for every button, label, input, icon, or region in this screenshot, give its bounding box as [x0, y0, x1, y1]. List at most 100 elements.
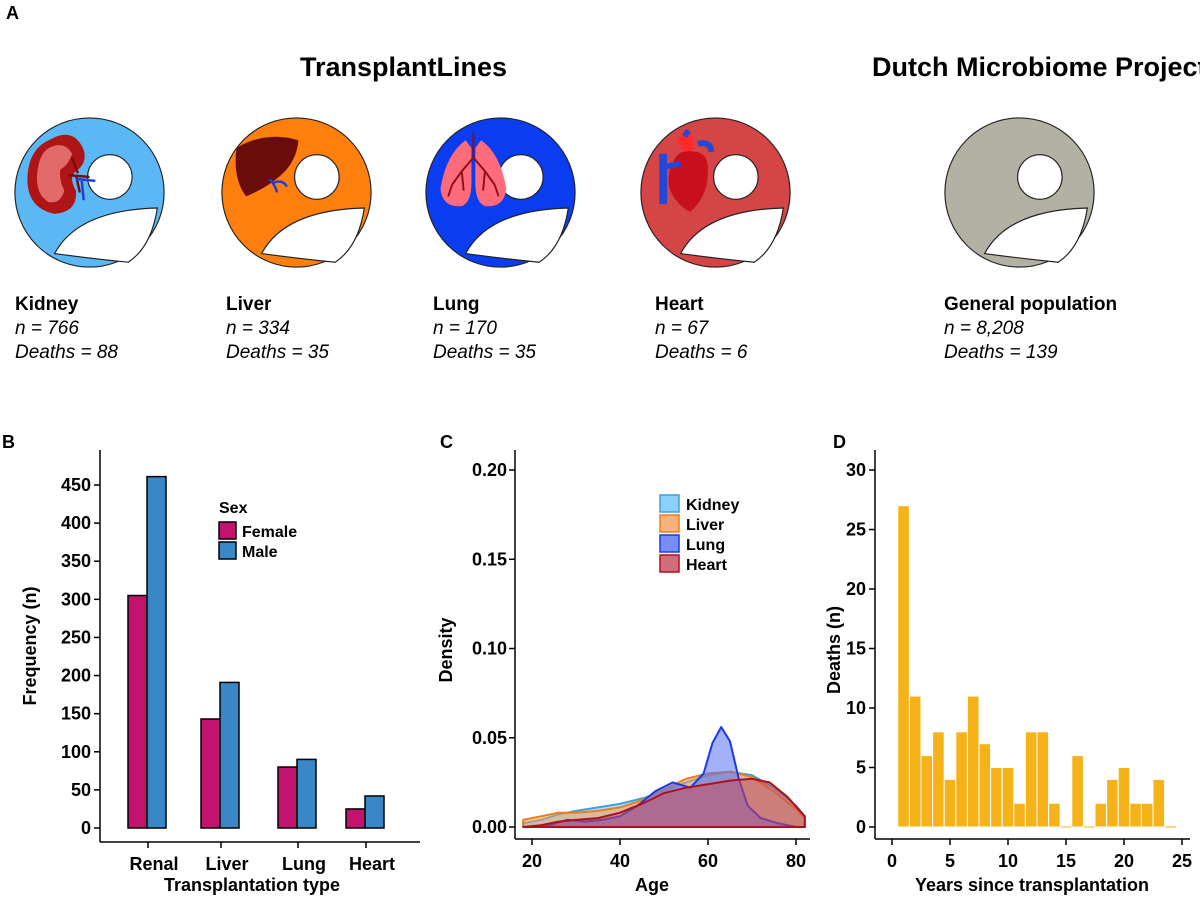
- y-tick-label: 350: [61, 551, 91, 571]
- x-tick-label: 15: [1056, 851, 1076, 871]
- cohort-deaths: Deaths = 35: [433, 342, 536, 363]
- bar-year-11: [1013, 802, 1026, 828]
- panel-a-letter: A: [6, 3, 19, 23]
- person-head-icon: [86, 154, 133, 200]
- kidney-icon: [27, 134, 96, 214]
- lung-cohort-icon: [425, 117, 576, 268]
- x-tick-label: 10: [998, 851, 1018, 871]
- chart-b-frequency-by-sex: 0 50 100 150 200 250 300 350 400 450 Renal Liver Lun…: [20, 450, 420, 895]
- kidney-cohort-label: Kidney n = 766 Deaths = 88: [15, 293, 118, 365]
- bar-year-21: [1129, 802, 1142, 828]
- person-body-icon: [464, 207, 569, 263]
- bar-year-3: [920, 755, 934, 828]
- x-tick-label: Lung: [282, 854, 326, 874]
- cohort-n: n = 766: [15, 318, 79, 339]
- x-tick-label: 60: [698, 851, 718, 871]
- legend-swatch-male: [218, 541, 237, 560]
- cohort-name: Lung: [433, 294, 480, 315]
- x-tick-label: 5: [945, 851, 955, 871]
- person-body-icon: [53, 207, 158, 263]
- heart-cohort-label: Heart n = 67 Deaths = 6: [655, 293, 747, 365]
- lung-cohort-label: Lung n = 170 Deaths = 35: [433, 293, 536, 365]
- y-tick-label: 30: [846, 460, 866, 480]
- bar-female-liver: [200, 718, 221, 829]
- bar-male-liver: [219, 681, 240, 829]
- chart-c-age-density: 0.00 0.05 0.10 0.15 0.20 20 40 60 80 Age Density Ki…: [436, 450, 810, 895]
- y-tick-label: 15: [846, 639, 866, 659]
- bar-year-7: [966, 695, 980, 828]
- lungs-icon: [440, 132, 507, 207]
- cohort-n: n = 334: [226, 318, 290, 339]
- y-tick-label: 5: [856, 758, 866, 778]
- bar-male-lung: [296, 758, 317, 829]
- legend-swatch-liver: [659, 514, 680, 533]
- bar-year-19: [1106, 778, 1119, 828]
- cohort-n: n = 8,208: [944, 318, 1024, 339]
- person-head-icon: [1016, 154, 1063, 200]
- legend-swatch-lung: [659, 534, 680, 553]
- y-tick-label: 250: [61, 627, 91, 647]
- person-head-icon: [712, 154, 759, 200]
- panel-d-letter: D: [833, 432, 846, 452]
- density-heart: [522, 777, 806, 828]
- cohort-deaths: Deaths = 139: [944, 342, 1058, 363]
- cohort-name: Heart: [655, 294, 704, 315]
- panel-c-letter: C: [440, 432, 453, 452]
- x-tick-label: Liver: [205, 854, 248, 874]
- bar-female-heart: [345, 808, 366, 829]
- bar-year-1: [897, 505, 910, 828]
- cohort-n: n = 67: [655, 318, 709, 339]
- y-tick-label: 10: [846, 698, 866, 718]
- person-body-icon: [260, 207, 365, 263]
- y-tick-label: 100: [61, 742, 91, 762]
- y-tick-label: 0.05: [472, 728, 507, 748]
- y-tick-label: 0: [81, 818, 91, 838]
- x-tick-label: 20: [522, 851, 542, 871]
- y-axis-label: Density: [436, 617, 456, 682]
- liver-icon: [235, 136, 299, 197]
- bar-year-4: [932, 731, 945, 828]
- legend-swatch-kidney: [659, 494, 680, 513]
- bar-year-10: [1001, 767, 1015, 828]
- general-cohort-label: General population n = 8,208 Deaths = 13…: [944, 293, 1117, 365]
- x-axis-label: Years since transplantation: [915, 875, 1149, 895]
- cohort-n: n = 170: [433, 318, 497, 339]
- cohort-deaths: Deaths = 6: [655, 342, 748, 363]
- cohort-deaths: Deaths = 88: [15, 342, 118, 363]
- legend-label-male: Male: [242, 544, 278, 561]
- legend-label-heart: Heart: [686, 557, 728, 574]
- bar-year-14: [1048, 802, 1061, 828]
- bar-year-5: [943, 778, 957, 828]
- legend-label-liver: Liver: [686, 517, 724, 534]
- legend-label-kidney: Kidney: [686, 497, 739, 514]
- x-tick-label: 0: [887, 851, 897, 871]
- x-tick-label: 40: [610, 851, 630, 871]
- y-tick-label: 50: [71, 780, 91, 800]
- y-tick-label: 150: [61, 704, 91, 724]
- y-tick-label: 200: [61, 666, 91, 686]
- x-tick-label: 20: [1114, 851, 1134, 871]
- person-body-icon: [983, 207, 1088, 263]
- y-axis-label: Deaths (n): [824, 606, 844, 694]
- y-tick-label: 400: [61, 513, 91, 533]
- legend-label-lung: Lung: [686, 537, 725, 554]
- person-body-icon: [679, 207, 784, 263]
- y-tick-label: 20: [846, 579, 866, 599]
- bar-year-13: [1036, 731, 1050, 828]
- cohort-name: Kidney: [15, 294, 79, 315]
- panel-b-letter: B: [2, 432, 15, 452]
- x-tick-label: Renal: [129, 854, 178, 874]
- bar-male-heart: [364, 795, 385, 829]
- y-tick-label: 0.10: [472, 639, 507, 659]
- legend-label-female: Female: [242, 524, 297, 541]
- liver-cohort-icon: [221, 117, 372, 268]
- y-tick-label: 300: [61, 589, 91, 609]
- cohort-name: General population: [944, 294, 1118, 315]
- bar-year-9: [990, 767, 1003, 828]
- bar-year-18: [1094, 802, 1108, 828]
- x-axis-label: Age: [635, 875, 669, 895]
- general-population-icon: [944, 117, 1095, 268]
- bar-year-22: [1140, 802, 1154, 828]
- bar-year-16: [1071, 755, 1084, 828]
- x-tick-label: 25: [1172, 851, 1192, 871]
